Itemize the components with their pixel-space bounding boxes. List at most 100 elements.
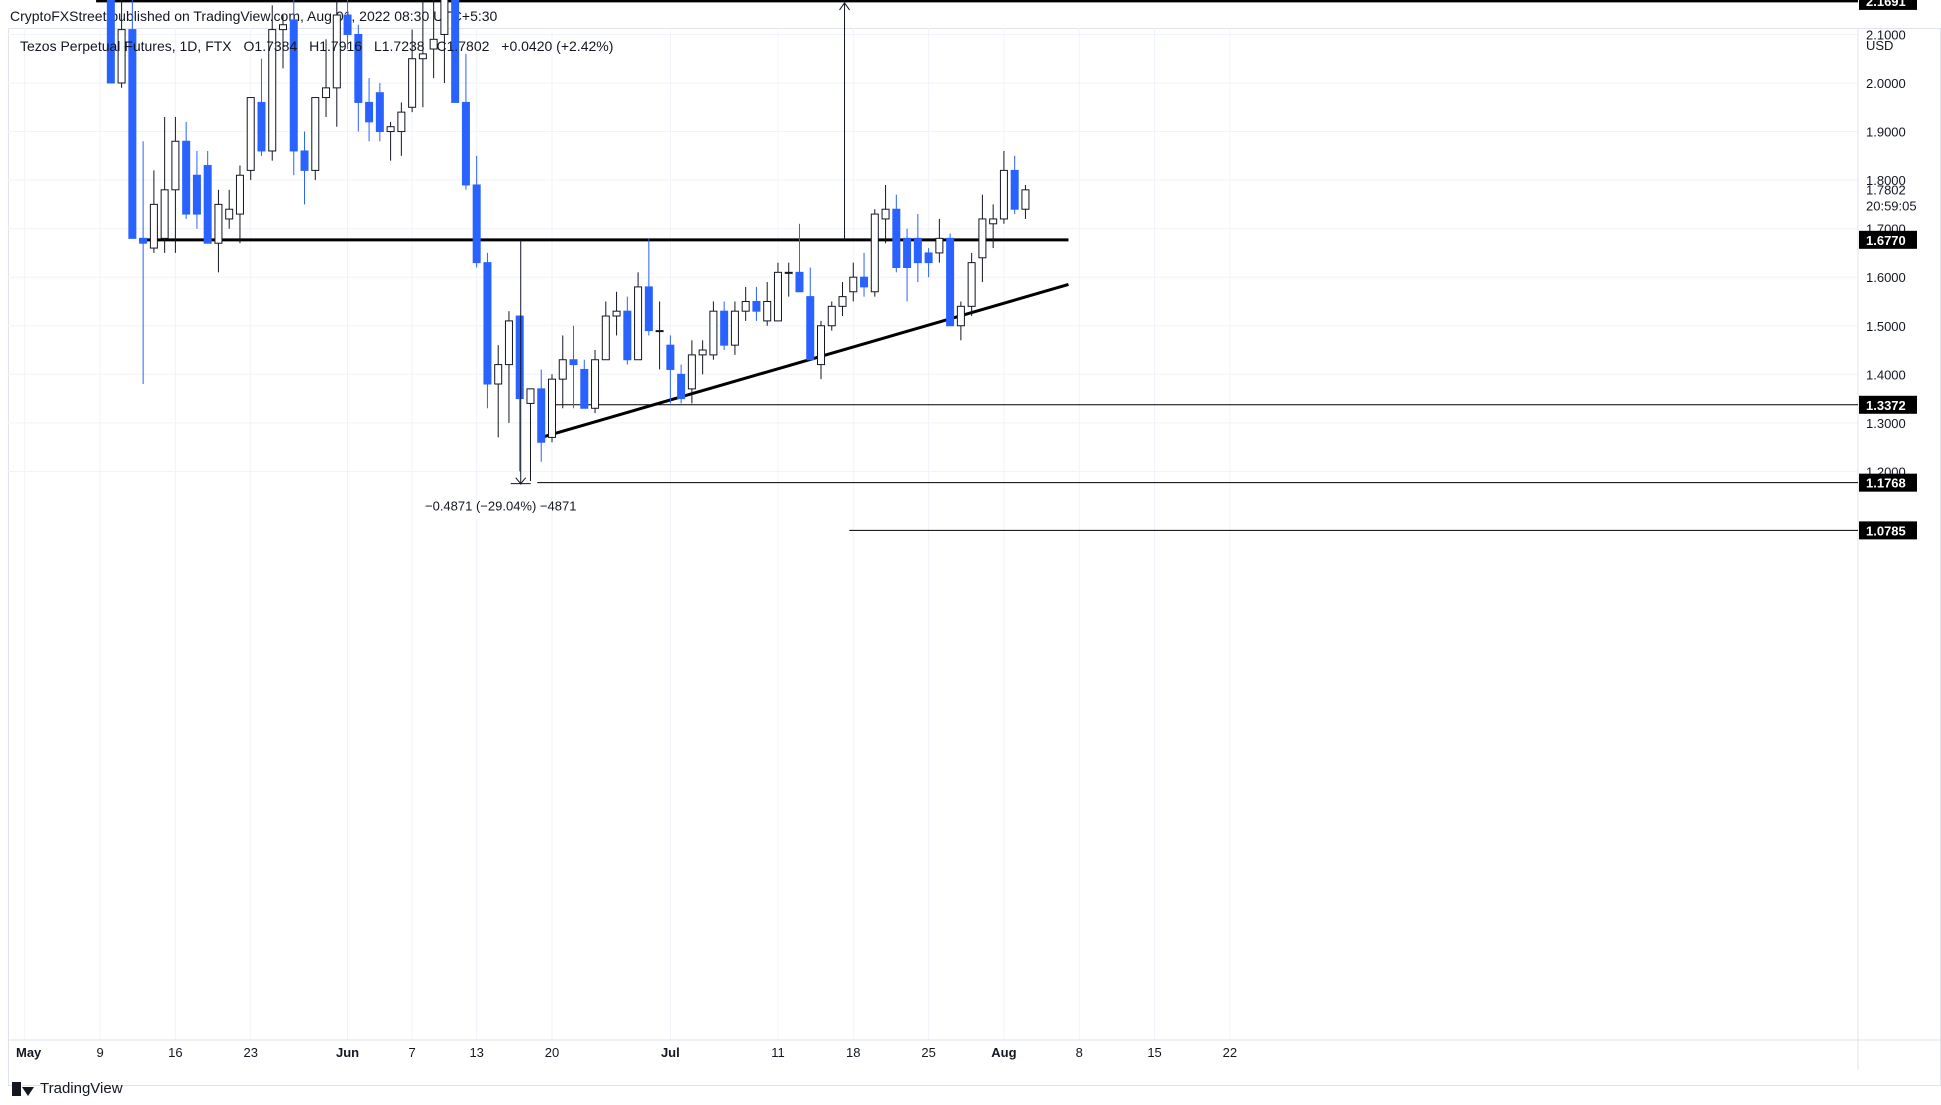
candle-body [924,252,933,264]
symbol-name: Tezos Perpetual Futures, 1D, FTX [20,38,232,54]
countdown-label: 20:59:05 [1866,199,1917,214]
candle-body [989,218,998,225]
candle-body [881,208,890,220]
annotations: 0.4871 (29.04%) 4871−0.4871 (−29.04%) −4… [425,2,850,514]
candle-body [558,359,567,380]
published-by-header: CryptoFXStreet published on TradingView.… [10,8,498,24]
candle-body [644,286,653,332]
candle-body [634,286,643,361]
candlestick-chart[interactable]: 3.00002.90002.80002.70002.60002.50002.40… [0,0,1941,1080]
currency-label: USD [1866,38,1893,53]
candle-body [838,296,847,307]
candle-body [182,140,191,215]
time-tick-label: 20 [545,1045,559,1060]
candle-body [300,150,309,171]
candle-body [849,276,858,293]
candle-body [246,97,255,171]
measure-up-arrowhead [839,2,850,11]
candle-body [354,33,363,103]
candle-body [720,310,729,346]
candle-body [967,262,976,307]
candles [106,0,1030,482]
candle-body [892,208,901,268]
grid-lines [8,28,1941,1070]
candle-body [763,300,772,322]
candle-body [289,19,298,152]
candle-body [806,296,815,361]
candle-body [730,310,739,346]
candle-body [687,354,696,390]
change-value: +0.0420 (+2.42%) [501,38,614,54]
price-level-badge [1859,0,1917,10]
candle-body [225,208,234,220]
low-value: L1.7238 [373,38,425,54]
price-tick-label: 2.0000 [1866,76,1906,91]
price-tick-label: 1.6000 [1866,270,1906,285]
candle-body [515,315,524,400]
tradingview-brand[interactable]: TradingView [12,1080,123,1097]
price-level-badge [1859,473,1917,492]
price-level-badge [1859,521,1917,540]
candle-body [870,213,879,293]
candle-body [343,14,352,35]
candle-body [752,300,761,312]
candle-body [504,320,513,366]
time-tick-label: Jul [661,1045,680,1060]
candle-body [106,0,115,84]
candle-body [160,189,169,239]
symbol-legend: Tezos Perpetual Futures, 1D, FTX O1.7384… [20,38,621,54]
time-tick-label: Aug [991,1045,1016,1060]
candle-body [666,344,675,370]
candle-body [860,276,869,288]
candle-body [935,237,944,254]
candle-body [365,101,374,123]
candle-body [709,310,718,356]
candle-body [397,111,406,133]
candle-body [192,174,201,215]
price-tick-label: 1.9000 [1866,125,1906,140]
candle-body [526,388,535,404]
candle-body [375,92,384,133]
candle-body [128,29,137,239]
candle-body [698,349,707,356]
candle-body [537,388,546,443]
candle-body [408,58,417,108]
candle-body [386,126,395,133]
candle-body [461,101,470,186]
candle-body [257,101,266,152]
candle-body [946,237,955,327]
candle-body [1010,169,1019,210]
time-tick-label: 13 [469,1045,483,1060]
candle-body [472,184,481,264]
time-tick-label: 16 [168,1045,182,1060]
candle-body [322,87,331,99]
candle-body [235,174,244,215]
price-tick-label: 1.8000 [1866,173,1906,188]
time-axis: May 9 16 23 Jun 7 13 20 Jul 11 18 25 Aug 8 15 22 [16,1045,1237,1060]
price-tick-label: 1.3000 [1866,416,1906,431]
candle-body [978,218,987,259]
candle-body [655,330,664,333]
time-tick-label: 9 [96,1045,103,1060]
candle-body [418,53,427,60]
candle-body [677,373,686,400]
measure-down-label: −0.4871 (−29.04%) −4871 [425,499,576,514]
time-tick-label: 18 [846,1045,860,1060]
time-tick-label: 23 [243,1045,257,1060]
candle-body [332,14,341,89]
time-tick-label: 22 [1223,1045,1237,1060]
candle-body [203,165,212,244]
time-tick-label: 8 [1076,1045,1083,1060]
candle-body [171,140,180,191]
time-tick-label: May [16,1045,42,1060]
tradingview-logo-icon [12,1081,34,1096]
candle-body [548,378,556,438]
candle-body [741,300,750,312]
candle-body [773,271,782,322]
candle-body [451,0,460,103]
price-level-badge-label: 1.6770 [1866,233,1906,248]
candle-body [580,368,589,409]
price-tick-label: 1.4000 [1866,367,1906,382]
candle-body [795,271,804,293]
open-value: O1.7384 [243,38,298,54]
